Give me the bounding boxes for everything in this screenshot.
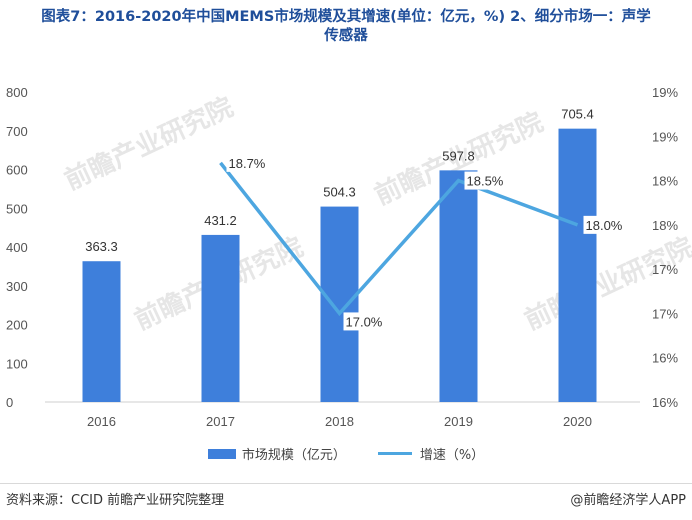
bar-value-label: 363.3 (85, 239, 118, 254)
legend-line-swatch (377, 452, 412, 455)
x-axis-tick-label: 2016 (87, 414, 116, 429)
bar-2016 (82, 261, 121, 402)
bar-value-label: 705.4 (561, 107, 594, 122)
legend-bar-swatch (207, 448, 236, 459)
bar-value-label: 431.2 (204, 213, 237, 228)
brand-credit: @前瞻经济学人APP (570, 493, 686, 508)
left-axis-tick-label: 300 (6, 279, 28, 294)
right-axis-tick-label: 19% (652, 129, 678, 144)
bar-value-label: 597.8 (442, 148, 475, 163)
left-axis-tick-label: 500 (6, 201, 28, 216)
left-axis-tick-label: 600 (6, 163, 28, 178)
line-label-bg (226, 153, 271, 172)
x-axis-tick-label: 2019 (444, 414, 473, 429)
right-axis-tick-label: 16% (652, 395, 678, 410)
left-axis-tick-label: 700 (6, 124, 28, 139)
legend-item-line: 增速（%） (377, 444, 485, 463)
chart-title-line2: 传感器 (324, 28, 368, 44)
right-axis-tick-label: 19% (652, 85, 678, 100)
footer-divider (0, 483, 692, 484)
bar-2017 (201, 234, 240, 402)
chart-area: 前瞻产业研究院前瞻产业研究院前瞻产业研究院前瞻产业研究院010020030040… (6, 85, 692, 429)
x-axis-tick-label: 2020 (563, 414, 592, 429)
legend-line-label: 增速（%） (419, 448, 485, 463)
line-value-label: 18.7% (229, 156, 266, 171)
source-note: 资料来源：CCID 前瞻产业研究院整理 (6, 493, 225, 508)
bar-value-label: 504.3 (323, 185, 356, 200)
left-axis-tick-label: 200 (6, 318, 28, 333)
legend-bar-label: 市场规模（亿元） (241, 448, 346, 463)
right-axis-tick-label: 16% (652, 351, 678, 366)
line-label-bg (583, 215, 628, 234)
line-label-bg (343, 312, 388, 331)
x-axis-tick-label: 2017 (206, 414, 235, 429)
x-axis-tick-label: 2018 (325, 414, 354, 429)
bar-2018 (320, 206, 359, 402)
chart-legend: 市场规模（亿元） 增速（%） (0, 444, 692, 463)
legend-item-bar: 市场规模（亿元） (207, 444, 346, 463)
bar-2019 (439, 170, 478, 402)
right-axis-tick-label: 17% (652, 306, 678, 321)
line-value-label: 18.0% (586, 218, 623, 233)
bar-2020 (558, 128, 597, 402)
chart-title-line1: 图表7：2016-2020年中国MEMS市场规模及其增速(单位：亿元，%) 2、… (41, 9, 651, 25)
right-axis-tick-label: 17% (652, 262, 678, 277)
line-value-label: 18.5% (467, 174, 504, 189)
growth-rate-line (219, 161, 579, 317)
left-axis-tick-label: 800 (6, 85, 28, 100)
chart-title: 图表7：2016-2020年中国MEMS市场规模及其增速(单位：亿元，%) 2、… (0, 8, 692, 46)
right-axis-tick-label: 18% (652, 218, 678, 233)
left-axis-tick-label: 400 (6, 240, 28, 255)
right-axis-tick-label: 18% (652, 174, 678, 189)
line-label-bg (464, 171, 509, 190)
line-value-label: 17.0% (346, 314, 383, 329)
watermark-text: 前瞻产业研究院 (60, 91, 238, 196)
left-axis-tick-label: 0 (6, 395, 13, 410)
left-axis-tick-label: 100 (6, 356, 28, 371)
